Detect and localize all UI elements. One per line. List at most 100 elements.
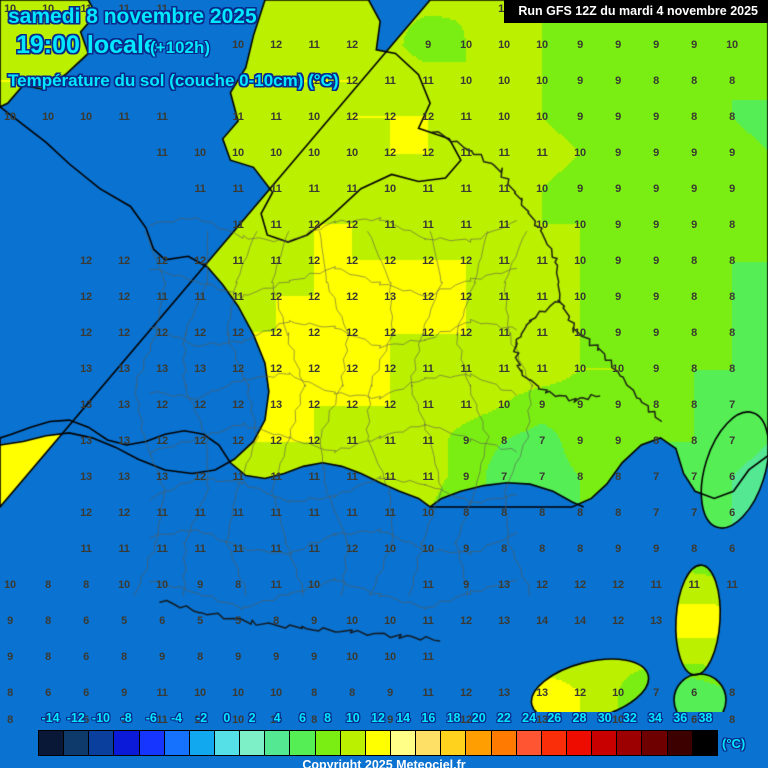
grid-temperature-value: 10 <box>42 3 54 15</box>
grid-temperature-value: 12 <box>574 687 586 699</box>
grid-temperature-value: 10 <box>4 579 16 591</box>
grid-temperature-value: 14 <box>574 615 586 627</box>
grid-temperature-value: 11 <box>422 183 434 195</box>
grid-temperature-value: 7 <box>653 507 659 519</box>
grid-temperature-value: 11 <box>498 255 510 267</box>
grid-temperature-value: 11 <box>232 507 244 519</box>
scale-tick-label: 22 <box>496 711 511 725</box>
scale-tick-label: 36 <box>673 711 688 725</box>
grid-temperature-value: 11 <box>80 3 92 15</box>
grid-temperature-value: 7 <box>539 471 545 483</box>
grid-temperature-value: 13 <box>498 714 510 726</box>
grid-temperature-value: 9 <box>653 147 659 159</box>
grid-temperature-value: 9 <box>615 399 621 411</box>
grid-temperature-value: 8 <box>691 111 697 123</box>
grid-temperature-value: 11 <box>384 507 396 519</box>
grid-temperature-value: 8 <box>729 219 735 231</box>
grid-temperature-value: 12 <box>308 399 320 411</box>
grid-temperature-value: 13 <box>156 363 168 375</box>
grid-temperature-value: 10 <box>80 111 92 123</box>
color-swatch <box>189 731 215 755</box>
grid-temperature-value: 10 <box>308 579 320 591</box>
grid-temperature-value: 5 <box>121 615 127 627</box>
grid-temperature-value: 12 <box>460 255 472 267</box>
grid-temperature-value: 12 <box>422 291 434 303</box>
color-swatch <box>617 731 643 755</box>
grid-temperature-value: 12 <box>384 147 396 159</box>
grid-temperature-value: 11 <box>460 183 472 195</box>
grid-temperature-value: 9 <box>577 75 583 87</box>
grid-temperature-value: 11 <box>498 147 510 159</box>
grid-temperature-value: 11 <box>270 471 282 483</box>
grid-temperature-value: 8 <box>197 651 203 663</box>
grid-temperature-value: 8 <box>501 507 507 519</box>
grid-temperature-value: 10 <box>384 543 396 555</box>
temperature-map[interactable]: 10 10 11 11 11 10 10 10 9 9 10 12 11 12 9 10 10 10 9 9 9 9 10 1… <box>0 0 768 712</box>
grid-temperature-value: 11 <box>156 291 168 303</box>
color-swatch <box>692 731 717 755</box>
grid-temperature-value: 12 <box>574 579 586 591</box>
grid-temperature-value: 9 <box>121 687 127 699</box>
grid-temperature-value: 8 <box>729 291 735 303</box>
unit-label: (°C) <box>722 736 746 751</box>
grid-temperature-value: 9 <box>729 147 735 159</box>
grid-temperature-value: 11 <box>270 255 282 267</box>
grid-temperature-value: 8 <box>729 255 735 267</box>
grid-temperature-value: 9 <box>691 219 697 231</box>
color-swatch <box>64 731 90 755</box>
grid-temperature-value: 6 <box>691 714 697 726</box>
grid-temperature-value: 11 <box>194 183 206 195</box>
grid-temperature-value: 13 <box>118 471 130 483</box>
grid-temperature-value: 12 <box>422 327 434 339</box>
grid-temperature-value: 9 <box>311 651 317 663</box>
color-scale-bar[interactable] <box>38 730 718 756</box>
grid-temperature-value: 8 <box>349 687 355 699</box>
grid-temperature-value: 12 <box>384 255 396 267</box>
grid-temperature-value: 12 <box>460 687 472 699</box>
grid-temperature-value: 12 <box>270 327 282 339</box>
grid-temperature-value: 9 <box>463 543 469 555</box>
scale-tick-label: 8 <box>324 711 332 725</box>
grid-temperature-value: 11 <box>308 471 320 483</box>
grid-temperature-value: 8 <box>45 579 51 591</box>
grid-temperature-value: 9 <box>691 147 697 159</box>
grid-temperature-value: 10 <box>346 651 358 663</box>
grid-temperature-value: 9 <box>729 183 735 195</box>
grid-temperature-value: 11 <box>384 471 396 483</box>
grid-temperature-value: 5 <box>197 615 203 627</box>
grid-temperature-value: 12 <box>612 579 624 591</box>
grid-temperature-value: 9 <box>653 363 659 375</box>
grid-temperature-value: 12 <box>118 507 130 519</box>
grid-temperature-value: 11 <box>498 363 510 375</box>
grid-temperature-value: 13 <box>498 687 510 699</box>
grid-temperature-value: 12 <box>156 327 168 339</box>
grid-temperature-value: 12 <box>194 471 206 483</box>
grid-temperature-value: 10 <box>270 714 282 726</box>
grid-temperature-value: 12 <box>308 435 320 447</box>
color-swatch <box>516 731 542 755</box>
grid-temperature-value: 9 <box>387 687 393 699</box>
grid-temperature-value: 11 <box>536 255 548 267</box>
grid-temperature-value: 11 <box>194 543 206 555</box>
grid-temperature-value: 12 <box>346 219 358 231</box>
grid-temperature-value: 9 <box>539 399 545 411</box>
grid-temperature-value: 12 <box>118 291 130 303</box>
grid-temperature-value: 9 <box>577 399 583 411</box>
grid-temperature-value: 10 <box>536 183 548 195</box>
grid-temperature-value: 11 <box>384 435 396 447</box>
grid-temperature-value: 13 <box>118 363 130 375</box>
grid-temperature-value: 11 <box>270 183 282 195</box>
grid-temperature-value: 9 <box>615 435 621 447</box>
grid-temperature-value: 6 <box>45 687 51 699</box>
grid-temperature-value: 11 <box>422 615 434 627</box>
grid-temperature-value: 12 <box>194 399 206 411</box>
grid-temperature-value: 10 <box>574 219 586 231</box>
grid-temperature-value: 8 <box>501 435 507 447</box>
grid-temperature-value: 11 <box>156 687 168 699</box>
grid-temperature-value: 12 <box>270 75 282 87</box>
grid-temperature-value: 12 <box>346 327 358 339</box>
grid-temperature-value: 11 <box>536 327 548 339</box>
grid-temperature-value: 8 <box>691 363 697 375</box>
grid-temperature-value: 10 <box>118 579 130 591</box>
color-swatch <box>491 731 517 755</box>
